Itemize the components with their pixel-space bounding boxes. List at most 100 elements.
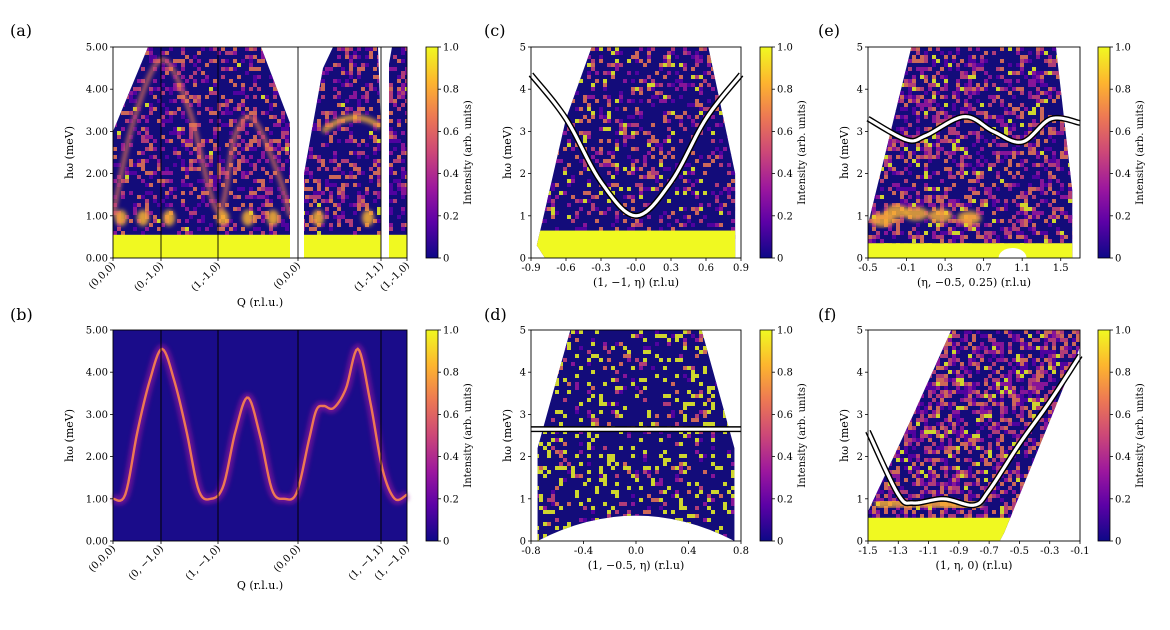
intensity-pixel — [667, 215, 671, 219]
intensity-pixel — [687, 215, 691, 219]
intensity-pixel — [401, 183, 405, 187]
intensity-pixel — [868, 486, 872, 490]
intensity-pixel — [900, 99, 904, 103]
intensity-pixel — [647, 47, 651, 51]
intensity-pixel — [1032, 71, 1036, 75]
intensity-pixel — [1028, 91, 1032, 95]
intensity-pixel — [731, 494, 735, 498]
intensity-pixel — [599, 151, 603, 155]
intensity-pixel — [639, 187, 643, 191]
intensity-pixel — [715, 207, 719, 211]
intensity-pixel — [233, 83, 237, 87]
intensity-pixel — [547, 442, 551, 446]
intensity-pixel — [892, 107, 896, 111]
intensity-pixel — [643, 187, 647, 191]
intensity-pixel — [996, 235, 1000, 239]
intensity-pixel — [928, 386, 932, 390]
intensity-pixel — [237, 159, 241, 163]
intensity-pixel — [900, 382, 904, 386]
x-tick-label: -0.8 — [521, 546, 540, 557]
intensity-pixel — [273, 51, 277, 55]
colorbar-tick-label: 1.0 — [443, 43, 459, 54]
intensity-pixel — [623, 466, 627, 470]
intensity-pixel — [317, 99, 321, 103]
intensity-pixel — [908, 79, 912, 83]
intensity-pixel — [980, 55, 984, 59]
intensity-pixel — [185, 143, 189, 147]
intensity-pixel — [113, 231, 117, 235]
intensity-pixel — [880, 47, 884, 51]
colorbar-label: Intensity (arb. units) — [797, 100, 808, 205]
intensity-pixel — [149, 135, 153, 139]
intensity-pixel — [924, 378, 928, 382]
intensity-pixel — [619, 502, 623, 506]
intensity-pixel — [1024, 223, 1028, 227]
intensity-pixel — [397, 123, 401, 127]
intensity-pixel — [615, 163, 619, 167]
intensity-pixel — [940, 338, 944, 342]
intensity-pixel — [397, 159, 401, 163]
intensity-pixel — [599, 59, 603, 63]
intensity-pixel — [904, 179, 908, 183]
intensity-pixel — [197, 51, 201, 55]
intensity-pixel — [536, 175, 539, 179]
intensity-pixel — [719, 494, 723, 498]
intensity-pixel — [165, 171, 169, 175]
y-tick-label: 1 — [857, 211, 863, 222]
intensity-pixel — [928, 366, 932, 370]
intensity-pixel — [908, 458, 912, 462]
intensity-pixel — [133, 163, 137, 167]
intensity-pixel — [113, 63, 117, 67]
intensity-pixel — [1024, 207, 1028, 211]
intensity-pixel — [353, 79, 357, 83]
intensity-pixel — [345, 47, 349, 51]
intensity-pixel — [916, 163, 920, 167]
intensity-pixel — [671, 466, 675, 470]
intensity-pixel — [1020, 159, 1024, 163]
intensity-pixel — [365, 191, 369, 195]
intensity-pixel — [579, 119, 583, 123]
intensity-pixel — [309, 227, 313, 231]
intensity-pixel — [880, 358, 884, 362]
intensity-pixel — [1016, 211, 1020, 215]
intensity-pixel — [393, 147, 397, 151]
intensity-pixel — [719, 191, 723, 195]
intensity-pixel — [972, 167, 976, 171]
intensity-pixel — [916, 342, 920, 346]
intensity-pixel — [647, 410, 651, 414]
intensity-pixel — [543, 119, 547, 123]
intensity-pixel — [964, 195, 968, 199]
intensity-pixel — [141, 195, 145, 199]
intensity-pixel — [603, 474, 607, 478]
intensity-pixel — [976, 91, 980, 95]
intensity-pixel — [735, 55, 736, 59]
intensity-pixel — [667, 434, 671, 438]
intensity-pixel — [719, 139, 723, 143]
intensity-pixel — [715, 51, 719, 55]
intensity-pixel — [900, 414, 904, 418]
intensity-pixel — [1032, 223, 1036, 227]
intensity-pixel — [920, 366, 924, 370]
intensity-pixel — [912, 438, 916, 442]
intensity-pixel — [711, 191, 715, 195]
intensity-pixel — [305, 171, 309, 175]
intensity-pixel — [265, 99, 269, 103]
intensity-pixel — [269, 231, 273, 235]
intensity-pixel — [872, 514, 876, 518]
intensity-pixel — [675, 163, 679, 167]
intensity-pixel — [1072, 163, 1073, 167]
intensity-pixel — [1020, 207, 1024, 211]
intensity-pixel — [932, 107, 936, 111]
intensity-pixel — [667, 59, 671, 63]
intensity-pixel — [531, 454, 535, 458]
intensity-pixel — [181, 183, 185, 187]
intensity-pixel — [928, 223, 932, 227]
intensity-pixel — [551, 87, 555, 91]
intensity-pixel — [345, 139, 349, 143]
intensity-pixel — [980, 211, 984, 215]
intensity-pixel — [872, 474, 876, 478]
intensity-pixel — [888, 334, 892, 338]
intensity-pixel — [972, 75, 976, 79]
intensity-pixel — [659, 215, 663, 219]
intensity-pixel — [189, 163, 193, 167]
